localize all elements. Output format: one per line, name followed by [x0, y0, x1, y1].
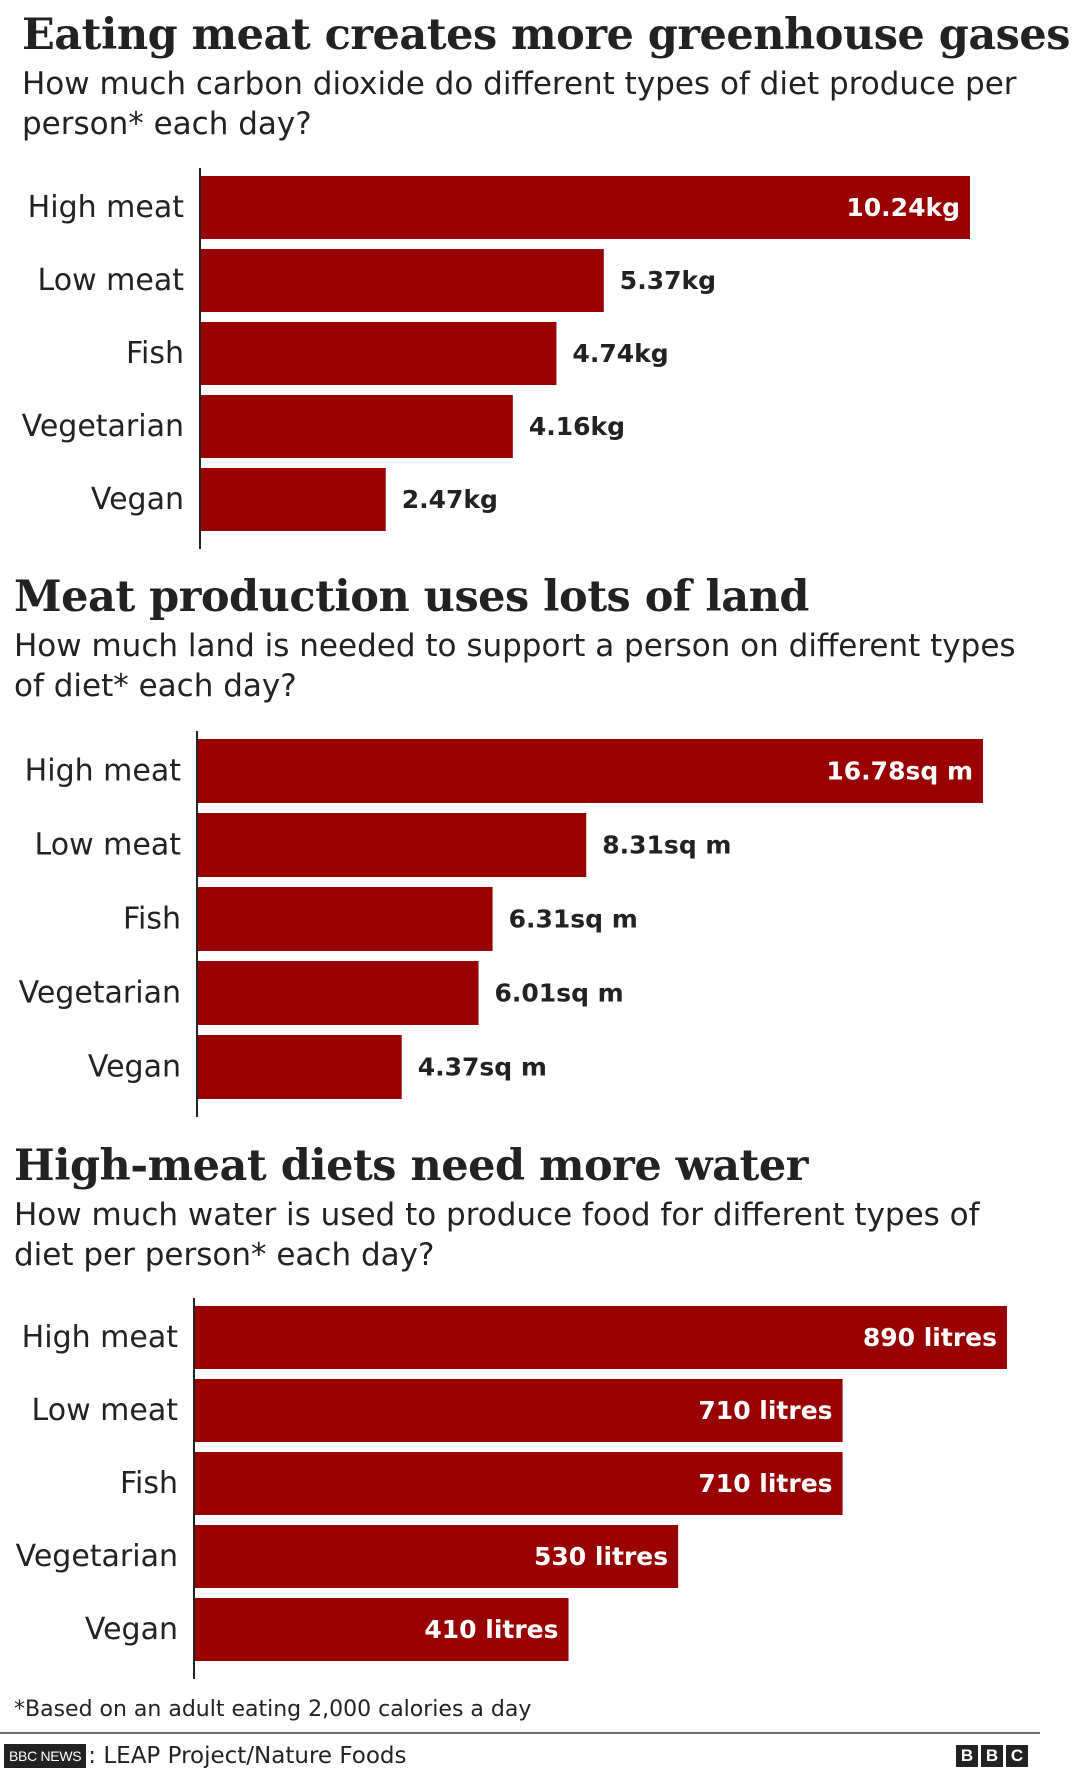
bar [197, 961, 479, 1025]
bar [197, 1035, 402, 1099]
bar [197, 887, 493, 951]
chart-plot: High meat 890 litres Low meat 710 litres Fis… [16, 1298, 1007, 1679]
chart-title: High-meat diets need more water [14, 1141, 808, 1191]
category-label: High meat [25, 754, 182, 789]
bar [200, 249, 604, 312]
value-label: 710 litres [698, 1469, 832, 1498]
chart-title: Eating meat creates more greenhouse gase… [22, 10, 1070, 60]
chart-subtitle: How much carbon dioxide do different typ… [22, 66, 1017, 142]
chart-subtitle: How much land is needed to support a per… [14, 628, 1016, 704]
source-text: : LEAP Project/Nature Foods [88, 1743, 407, 1769]
bar [194, 1379, 843, 1442]
category-label: High meat [22, 1320, 179, 1355]
bbc-logo-block: B [981, 1745, 1003, 1767]
category-label: Fish [120, 1466, 178, 1501]
category-label: High meat [28, 190, 185, 225]
value-label: 5.37kg [620, 266, 716, 295]
chart-plot: High meat 10.24kg Low meat 5.37kg Fish 4.74kg… [22, 168, 970, 549]
footnote: *Based on an adult eating 2,000 calories… [14, 1697, 532, 1722]
category-label: Low meat [35, 828, 182, 863]
chart-plot: High meat 16.78sq m Low meat 8.31sq m Fish 6.… [19, 731, 983, 1117]
category-label: Low meat [32, 1393, 179, 1428]
value-label: 410 litres [424, 1615, 558, 1644]
value-label: 4.37sq m [418, 1053, 547, 1082]
chart-title: Meat production uses lots of land [14, 572, 809, 622]
category-label: Low meat [38, 263, 185, 298]
value-label: 890 litres [863, 1323, 997, 1352]
source-line: BBC NEWS : LEAP Project/Nature Foods [4, 1738, 407, 1774]
category-label: Vegan [88, 1050, 181, 1085]
bar [200, 395, 513, 458]
footer-divider [0, 1732, 1040, 1734]
value-label: 530 litres [534, 1542, 668, 1571]
category-label: Vegetarian [16, 1539, 178, 1574]
value-label: 6.01sq m [495, 979, 624, 1008]
value-label: 10.24kg [846, 193, 960, 222]
bar [194, 1452, 843, 1515]
category-label: Vegetarian [19, 976, 181, 1011]
category-label: Vegan [85, 1612, 178, 1647]
category-label: Fish [126, 336, 184, 371]
bar [194, 1306, 1007, 1369]
bbc-logo-block: C [1006, 1745, 1028, 1767]
bar [197, 739, 983, 803]
value-label: 710 litres [698, 1396, 832, 1425]
bbc-news-badge: BBC NEWS [4, 1744, 87, 1768]
bar [200, 176, 970, 239]
bbc-logo: B B C [956, 1745, 1028, 1767]
category-label: Fish [123, 902, 181, 937]
value-label: 8.31sq m [602, 831, 731, 860]
value-label: 6.31sq m [509, 905, 638, 934]
bar [194, 1525, 679, 1588]
value-label: 4.74kg [572, 339, 668, 368]
bar [197, 813, 587, 877]
bbc-logo-block: B [956, 1745, 978, 1767]
bar [200, 468, 386, 531]
category-label: Vegan [91, 482, 184, 517]
category-label: Vegetarian [22, 409, 184, 444]
value-label: 4.16kg [529, 412, 625, 441]
value-label: 2.47kg [402, 485, 498, 514]
value-label: 16.78sq m [826, 757, 973, 786]
bar [194, 1598, 569, 1661]
chart-subtitle: How much water is used to produce food f… [14, 1197, 980, 1273]
bar [200, 322, 557, 385]
